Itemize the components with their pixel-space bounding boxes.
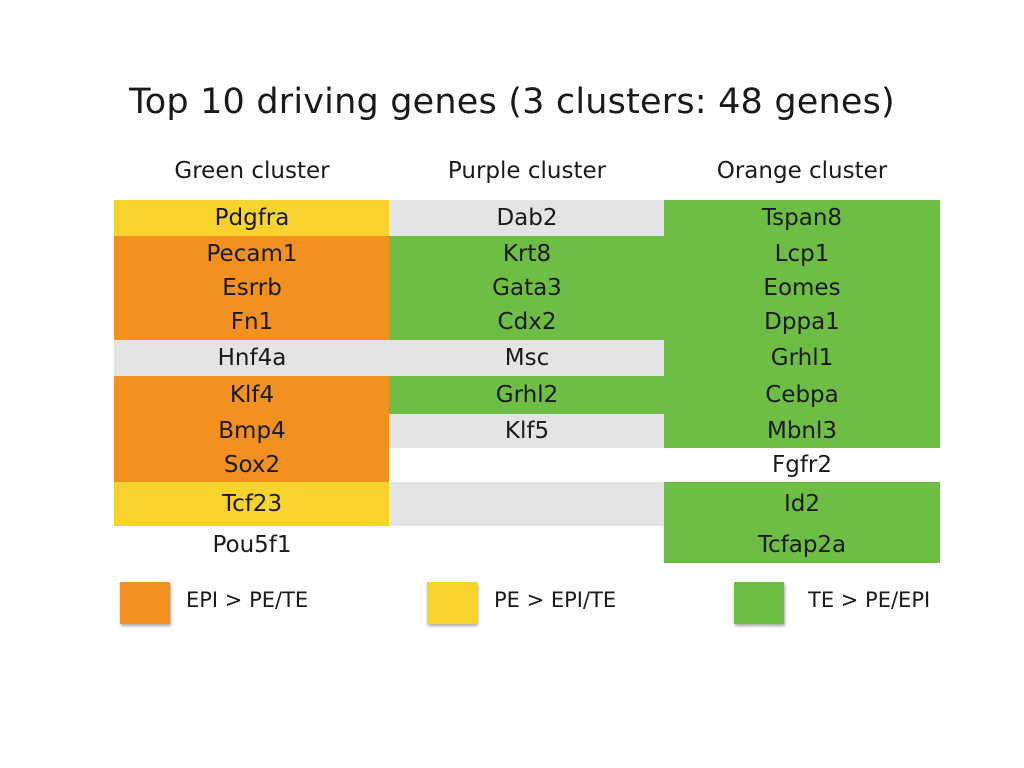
page-title: Top 10 driving genes (3 clusters: 48 gen… <box>129 82 895 122</box>
column-header: Green cluster <box>174 158 330 184</box>
gene-cell: Pecam1 <box>114 236 390 272</box>
gene-cell: Klf5 <box>389 414 665 448</box>
column-header: Purple cluster <box>447 158 607 184</box>
gene-cell: Cebpa <box>664 376 940 414</box>
gene-cell: Tcf23 <box>114 482 390 526</box>
gene-cell: Dab2 <box>389 200 665 236</box>
gene-cell <box>389 482 665 526</box>
legend-swatch <box>734 582 784 624</box>
gene-cell: Grhl2 <box>389 376 665 414</box>
gene-cell: Pou5f1 <box>114 526 390 563</box>
gene-cell: Esrrb <box>114 272 390 304</box>
gene-cell: Grhl1 <box>664 340 940 376</box>
gene-cell: Pdgfra <box>114 200 390 236</box>
legend-swatch <box>120 582 170 624</box>
gene-cell: Eomes <box>664 272 940 304</box>
gene-cell: Bmp4 <box>114 414 390 448</box>
gene-cell: Tspan8 <box>664 200 940 236</box>
gene-cell: Fgfr2 <box>664 448 940 482</box>
gene-cell: Fn1 <box>114 304 390 340</box>
gene-cell: Hnf4a <box>114 340 390 376</box>
gene-cell: Lcp1 <box>664 236 940 272</box>
gene-cell: Sox2 <box>114 448 390 482</box>
gene-cell: Cdx2 <box>389 304 665 340</box>
gene-cell: Mbnl3 <box>664 414 940 448</box>
gene-cell: Klf4 <box>114 376 390 414</box>
gene-cell <box>389 448 665 482</box>
gene-cell: Tcfap2a <box>664 526 940 563</box>
legend-label: TE > PE/EPI <box>808 588 931 612</box>
gene-cell: Msc <box>389 340 665 376</box>
gene-cell: Krt8 <box>389 236 665 272</box>
legend-swatch <box>427 582 477 624</box>
column-header: Orange cluster <box>716 158 888 184</box>
gene-cell: Dppa1 <box>664 304 940 340</box>
legend-label: PE > EPI/TE <box>494 588 617 612</box>
gene-cell: Id2 <box>664 482 940 526</box>
legend-label: EPI > PE/TE <box>186 588 309 612</box>
gene-cell: Gata3 <box>389 272 665 304</box>
gene-cell <box>389 526 665 563</box>
